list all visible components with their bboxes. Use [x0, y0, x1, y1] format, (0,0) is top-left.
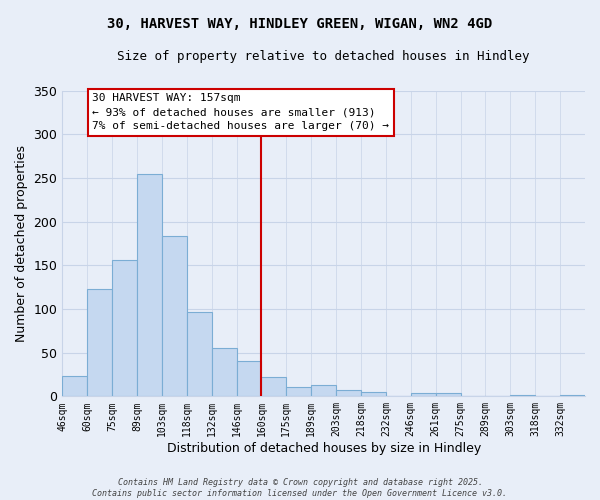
- Bar: [87, 289, 112, 397]
- Bar: [62, 376, 87, 396]
- X-axis label: Distribution of detached houses by size in Hindley: Distribution of detached houses by size …: [167, 442, 481, 455]
- Bar: [411, 393, 436, 396]
- Bar: [286, 386, 311, 396]
- Bar: [262, 377, 286, 396]
- Title: Size of property relative to detached houses in Hindley: Size of property relative to detached ho…: [118, 50, 530, 63]
- Bar: [236, 362, 262, 396]
- Text: 30, HARVEST WAY, HINDLEY GREEN, WIGAN, WN2 4GD: 30, HARVEST WAY, HINDLEY GREEN, WIGAN, W…: [107, 18, 493, 32]
- Bar: [112, 260, 137, 396]
- Text: 30 HARVEST WAY: 157sqm
← 93% of detached houses are smaller (913)
7% of semi-det: 30 HARVEST WAY: 157sqm ← 93% of detached…: [92, 93, 389, 131]
- Bar: [361, 392, 386, 396]
- Bar: [187, 312, 212, 396]
- Bar: [212, 348, 236, 397]
- Bar: [436, 393, 461, 396]
- Y-axis label: Number of detached properties: Number of detached properties: [15, 145, 28, 342]
- Bar: [137, 174, 162, 396]
- Bar: [311, 385, 336, 396]
- Bar: [336, 390, 361, 396]
- Bar: [162, 236, 187, 396]
- Text: Contains HM Land Registry data © Crown copyright and database right 2025.
Contai: Contains HM Land Registry data © Crown c…: [92, 478, 508, 498]
